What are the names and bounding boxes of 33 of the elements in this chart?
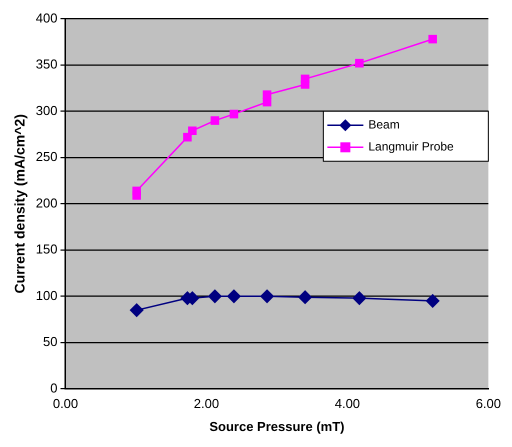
y-tick-label: 100 [36,288,58,303]
y-axis-title: Current density (mA/cm^2) [11,114,28,294]
point [298,290,312,304]
x-tick-label: 0.00 [52,396,78,412]
point [230,110,238,118]
y-tick-label: 150 [36,242,58,257]
point [132,186,141,196]
y-tick-label: 200 [36,195,58,210]
point [183,132,192,142]
point [428,34,437,44]
y-tick-label: 300 [36,102,58,118]
point [210,116,220,125]
x-tick-label: 2.00 [194,396,220,412]
y-tick-label: 50 [43,334,58,350]
y-tick-label: 400 [36,10,58,26]
y-tick-label: 0 [50,380,58,396]
point [227,290,241,304]
point [352,291,366,305]
point [208,290,222,304]
y-tick-label: 250 [36,149,58,164]
point [188,126,197,136]
point [426,294,440,308]
x-tick-label: 6.00 [476,396,502,412]
point [262,90,272,99]
legend-label: Beam [368,118,400,132]
legend-label: Langmuir Probe [368,140,454,154]
x-axis-title: Source Pressure (mT) [209,418,344,434]
point [355,58,364,68]
point [300,74,310,84]
point [130,303,144,317]
x-tick-label: 4.00 [334,396,360,412]
point [260,290,274,304]
y-tick-label: 350 [36,56,58,72]
